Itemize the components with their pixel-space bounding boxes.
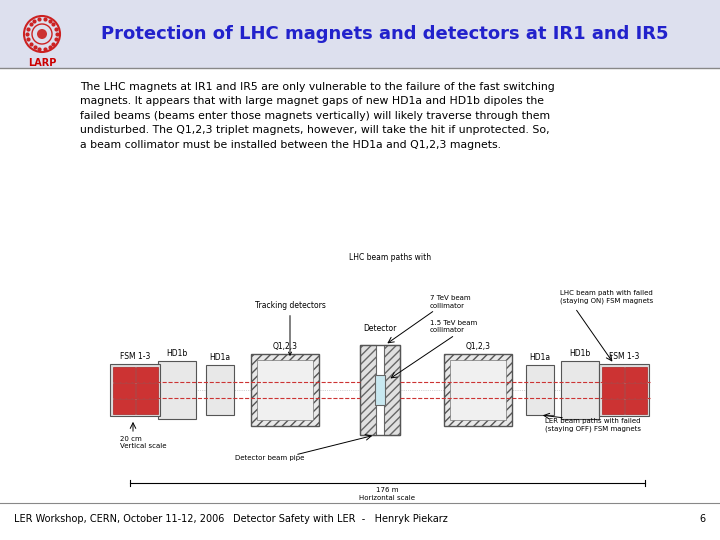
Text: FSM 1-3: FSM 1-3 <box>120 352 150 361</box>
Bar <box>450 360 506 420</box>
Text: Tracking detectors: Tracking detectors <box>255 301 325 355</box>
Text: 1.5 TeV beam
collimator: 1.5 TeV beam collimator <box>430 320 477 334</box>
Text: LHC beam path with failed
(staying ON) FSM magnets: LHC beam path with failed (staying ON) F… <box>560 290 653 304</box>
Text: HD1a: HD1a <box>210 353 230 362</box>
Text: LER beam paths with failed
(staying OFF) FSM magnets: LER beam paths with failed (staying OFF)… <box>545 418 641 432</box>
Bar <box>158 361 196 419</box>
Bar <box>444 354 512 426</box>
Bar <box>0 0 720 68</box>
Bar <box>257 360 313 420</box>
Text: 7 TeV beam
collimator: 7 TeV beam collimator <box>430 295 471 308</box>
Text: 6: 6 <box>700 514 706 524</box>
Bar <box>110 364 160 416</box>
Bar <box>526 365 554 415</box>
Bar <box>601 399 624 414</box>
Bar <box>601 367 624 381</box>
Text: HD1a: HD1a <box>529 353 551 362</box>
Text: LER Workshop, CERN, October 11-12, 2006: LER Workshop, CERN, October 11-12, 2006 <box>14 514 225 524</box>
Text: The LHC magnets at IR1 and IR5 are only vulnerable to the failure of the fast sw: The LHC magnets at IR1 and IR5 are only … <box>80 82 554 150</box>
Bar <box>384 345 400 435</box>
Bar <box>112 382 135 397</box>
Bar <box>112 367 135 381</box>
Text: Detector Safety with LER  -   Henryk Piekarz: Detector Safety with LER - Henryk Piekar… <box>233 514 447 524</box>
Bar <box>135 367 158 381</box>
Text: 176 m
Horizontal scale: 176 m Horizontal scale <box>359 487 415 501</box>
Text: 20 cm
Vertical scale: 20 cm Vertical scale <box>120 436 166 449</box>
Text: Q1,2,3: Q1,2,3 <box>272 342 297 351</box>
Bar <box>112 399 135 414</box>
Bar <box>251 354 319 426</box>
Text: FSM 1-3: FSM 1-3 <box>609 352 639 361</box>
Bar <box>135 399 158 414</box>
Bar <box>360 345 400 435</box>
Bar <box>624 382 647 397</box>
Bar <box>561 361 599 419</box>
Bar <box>375 375 385 405</box>
Text: LHC beam paths with: LHC beam paths with <box>349 253 431 262</box>
Bar <box>624 367 647 381</box>
Text: Q1,2,3: Q1,2,3 <box>466 342 490 351</box>
Text: LARP: LARP <box>28 58 56 68</box>
Bar <box>624 399 647 414</box>
Text: Protection of LHC magnets and detectors at IR1 and IR5: Protection of LHC magnets and detectors … <box>102 25 669 43</box>
Bar <box>360 345 376 435</box>
Bar <box>135 382 158 397</box>
Bar <box>601 382 624 397</box>
Text: Detector beam pipe: Detector beam pipe <box>235 455 305 461</box>
Text: HD1b: HD1b <box>570 349 590 358</box>
Circle shape <box>37 29 47 39</box>
Text: Detector: Detector <box>364 324 397 333</box>
Bar <box>599 364 649 416</box>
Text: HD1b: HD1b <box>166 349 188 358</box>
Bar <box>206 365 234 415</box>
